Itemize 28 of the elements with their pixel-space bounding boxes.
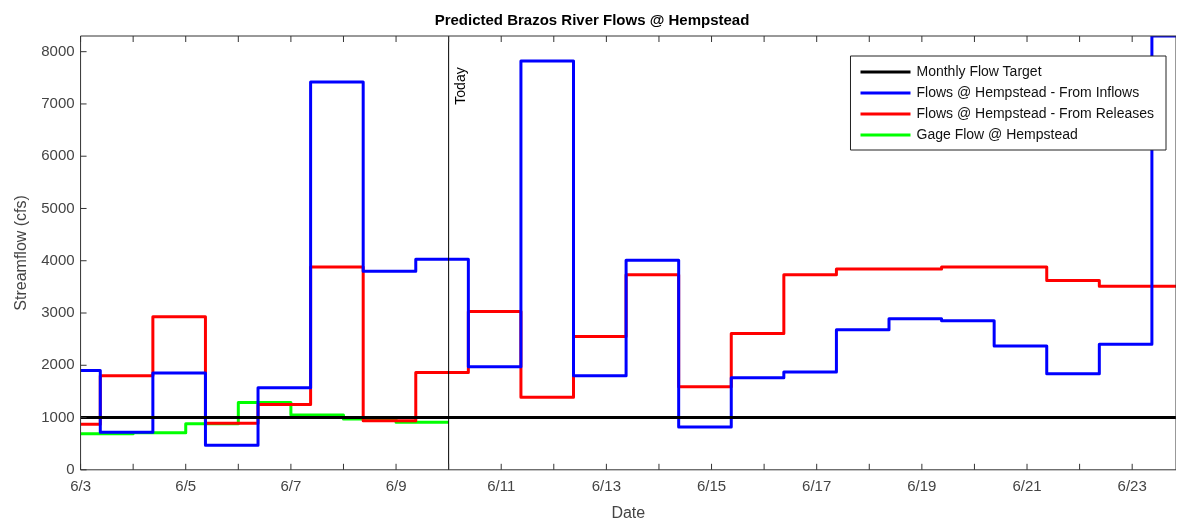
x-tick-label: 6/17 xyxy=(802,476,832,494)
x-tick-label: 6/9 xyxy=(385,476,407,494)
x-tick-label: 6/11 xyxy=(487,476,516,494)
x-tick-label: 6/21 xyxy=(1012,476,1042,494)
x-tick-label: 6/3 xyxy=(70,476,91,494)
x-tick-label: 6/7 xyxy=(280,476,302,494)
legend-label: Flows @ Hempstead - From Releases xyxy=(916,104,1155,121)
x-tick-label: 6/13 xyxy=(591,476,621,494)
y-tick-label: 8000 xyxy=(41,41,75,59)
legend-label: Flows @ Hempstead - From Inflows xyxy=(916,83,1140,100)
y-tick-label: 3000 xyxy=(41,303,75,321)
x-tick-label: 6/5 xyxy=(175,476,197,494)
legend-label: Gage Flow @ Hempstead xyxy=(916,125,1078,142)
legend-label: Monthly Flow Target xyxy=(916,62,1042,79)
y-tick-label: 2000 xyxy=(41,355,75,373)
y-tick-label: 4000 xyxy=(41,250,75,268)
chart-title: Predicted Brazos River Flows @ Hempstead xyxy=(434,11,750,29)
x-tick-label: 6/23 xyxy=(1117,476,1147,494)
y-tick-label: 0 xyxy=(66,459,75,477)
x-tick-label: 6/19 xyxy=(907,476,937,494)
y-tick-label: 5000 xyxy=(41,198,75,216)
y-tick-label: 7000 xyxy=(41,94,75,112)
ref-line-label: Today xyxy=(452,67,469,105)
x-axis-title: Date xyxy=(611,503,646,521)
y-tick-label: 1000 xyxy=(41,407,75,425)
x-tick-label: 6/15 xyxy=(696,476,727,494)
y-tick-label: 6000 xyxy=(41,146,75,164)
y-axis-title: Streamflow (cfs) xyxy=(12,195,30,311)
